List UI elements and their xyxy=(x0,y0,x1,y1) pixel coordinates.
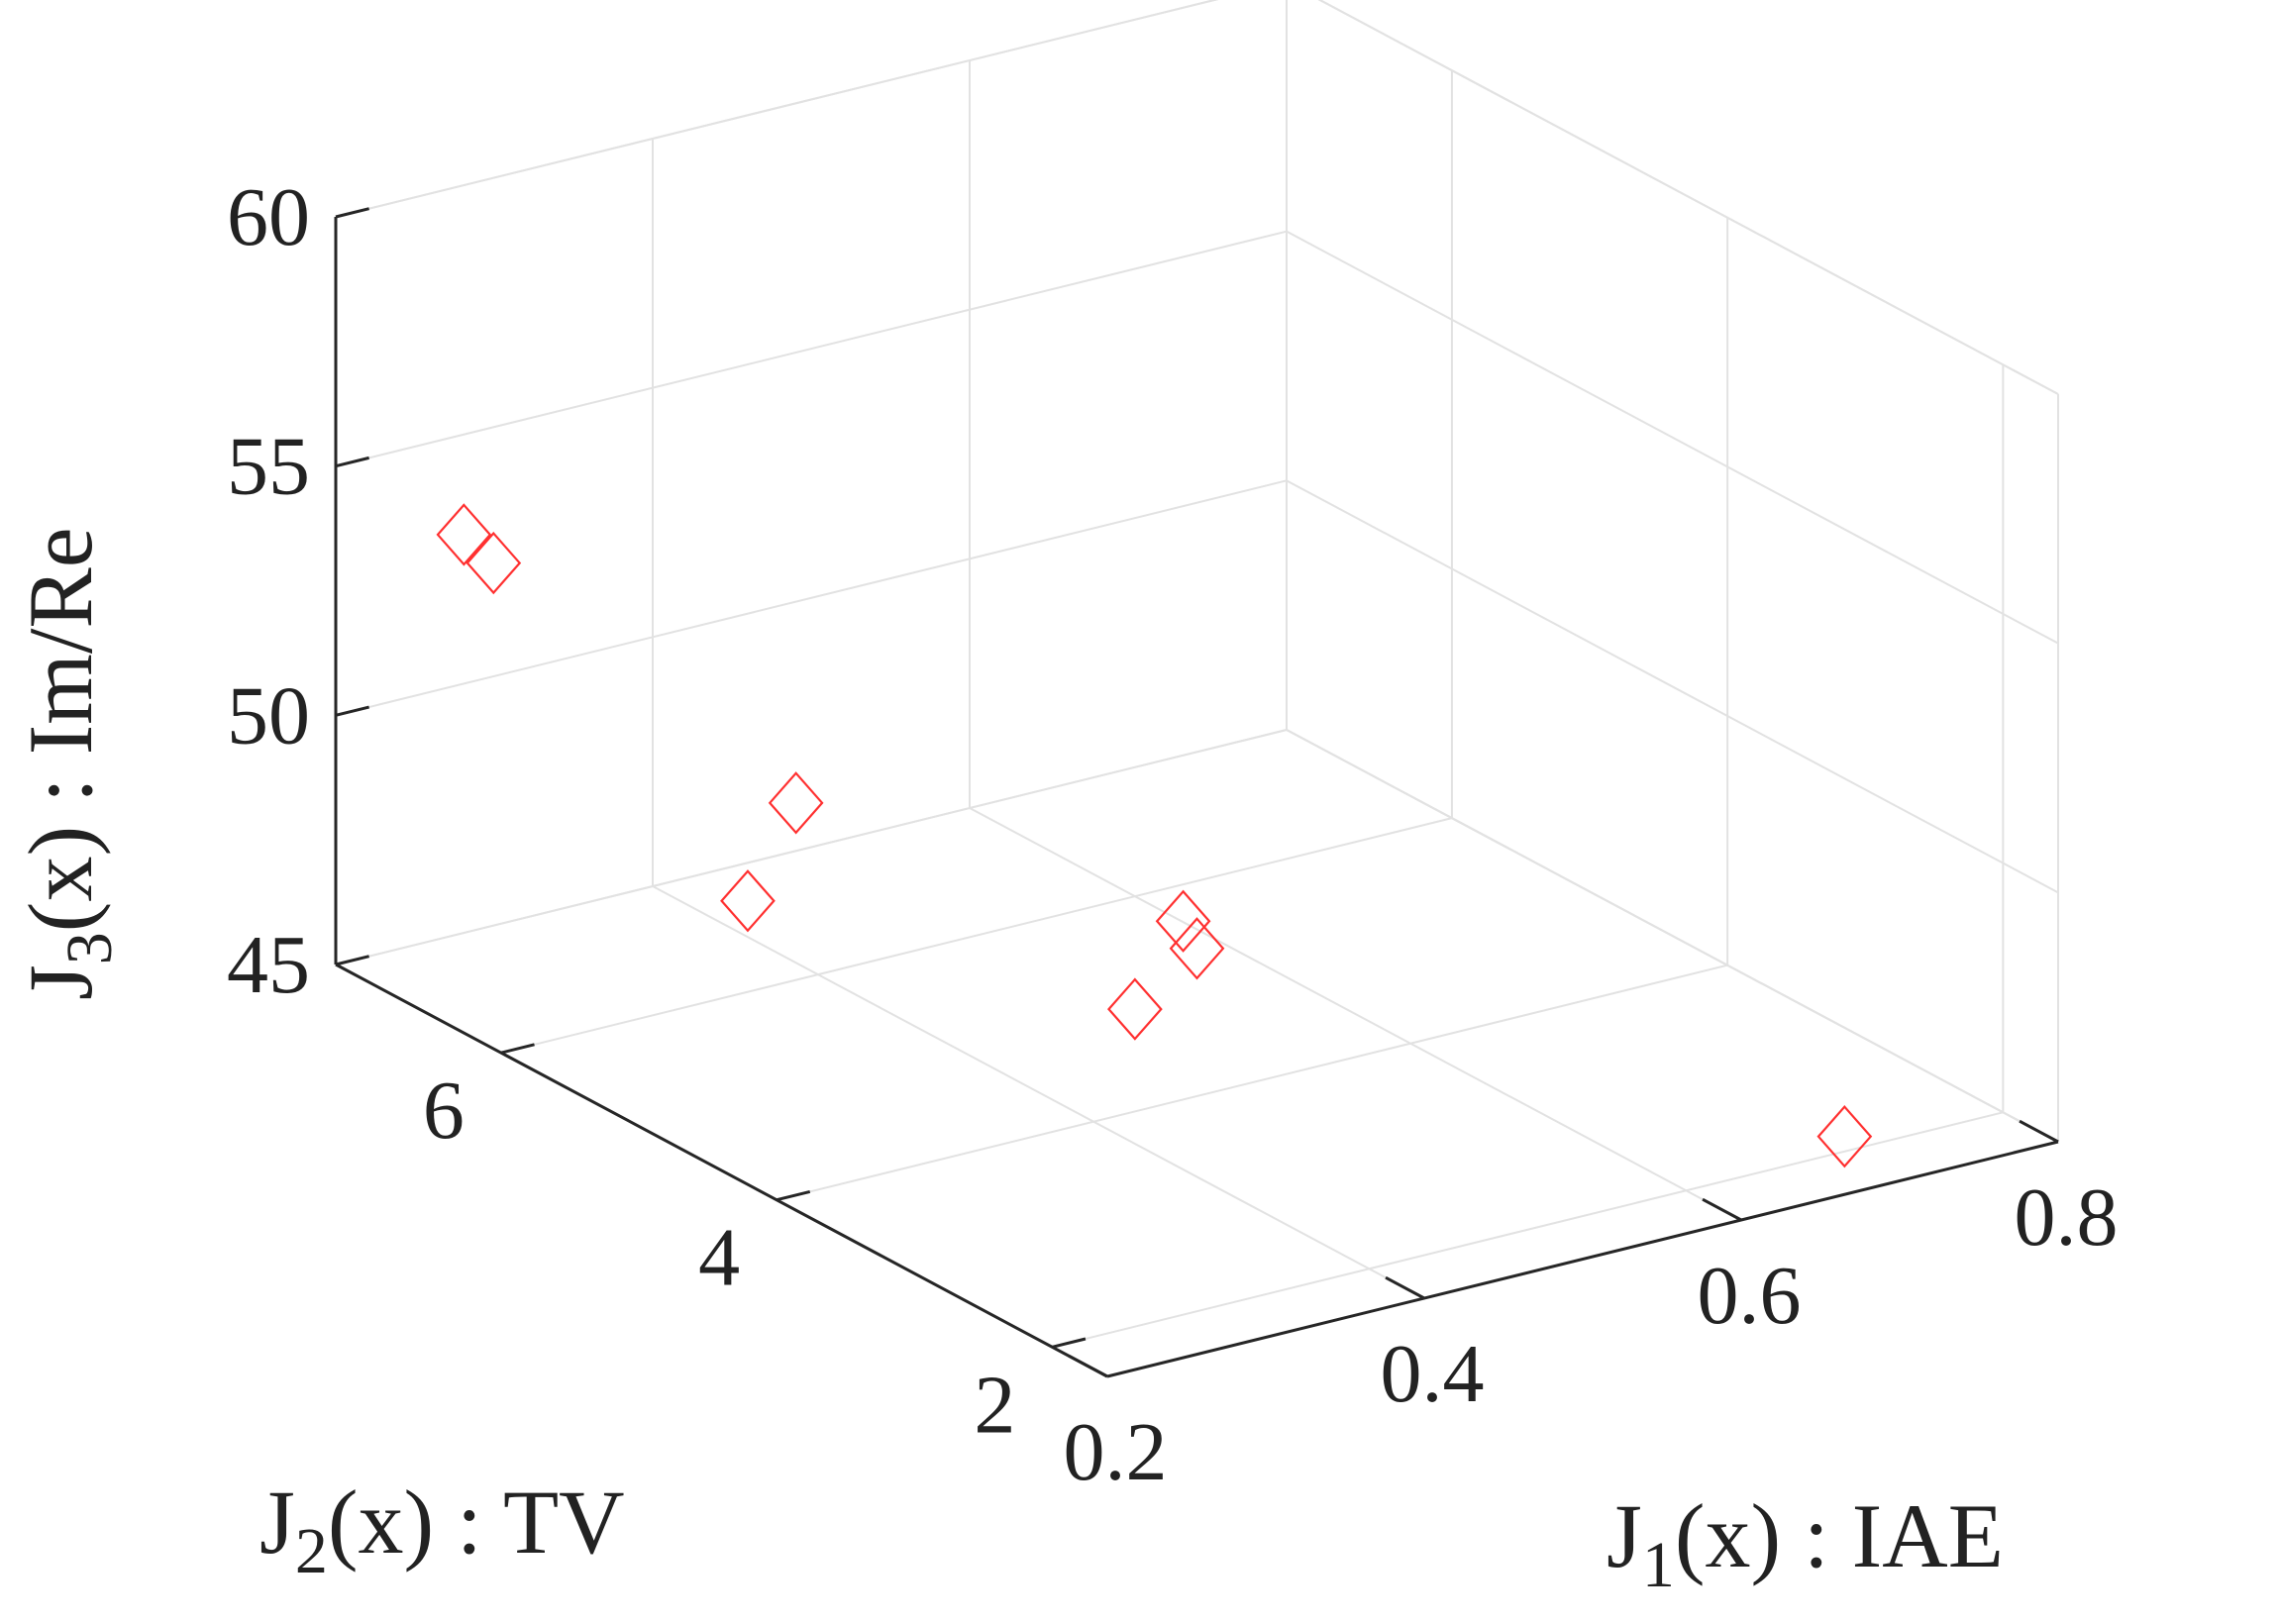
wall-edge xyxy=(335,0,1219,218)
x-tick-mark xyxy=(1702,1197,1742,1222)
data-point-diamond xyxy=(720,869,776,933)
data-point-diamond xyxy=(1816,1105,1873,1168)
axes xyxy=(334,207,2059,1378)
y-tick-label: 6 xyxy=(423,1065,465,1157)
wall-edge xyxy=(335,729,1288,965)
z-tick-label: 60 xyxy=(227,171,310,263)
y-tick-label: 2 xyxy=(974,1359,1015,1451)
data-point-diamond xyxy=(1107,977,1163,1041)
x-tick-mark xyxy=(1068,1354,1108,1378)
floor-grid-line xyxy=(969,807,1742,1221)
data-point-diamond xyxy=(768,771,824,835)
back-wall-grid-line xyxy=(335,0,1219,218)
back-wall-grid-line xyxy=(335,230,1288,467)
y-axis-label: J2(x) : TV xyxy=(259,1472,625,1587)
side-wall-grid-line xyxy=(1286,479,2059,894)
y-tick-label: 4 xyxy=(698,1212,740,1304)
wall-edge xyxy=(1317,0,2059,395)
z-tick-mark xyxy=(335,207,369,219)
floor-grid-line xyxy=(500,817,1453,1055)
x-tick-label: 0.6 xyxy=(1698,1250,1802,1342)
z-tick-label: 55 xyxy=(227,421,310,513)
x-tick-mark xyxy=(2019,1119,2059,1144)
wall-edge xyxy=(1286,729,2059,1143)
data-point-diamond xyxy=(436,503,492,566)
side-wall-grid-line xyxy=(1286,230,2059,645)
x-tick-label: 0.8 xyxy=(2015,1171,2119,1264)
back-wall-grid-line xyxy=(335,479,1288,717)
y-tick-mark xyxy=(776,1189,811,1202)
z-tick-label: 45 xyxy=(227,919,310,1011)
y-tick-mark xyxy=(500,1043,535,1055)
z-tick-mark xyxy=(335,705,369,717)
side-wall-grid-line xyxy=(1317,0,2059,395)
data-point-diamond xyxy=(466,531,522,595)
y-tick-mark xyxy=(1051,1337,1087,1349)
x-axis-label: J1(x) : IAE xyxy=(1606,1485,2004,1601)
data-points xyxy=(436,503,1873,1168)
floor-grid-line xyxy=(1052,1111,2004,1349)
z-tick-mark xyxy=(335,955,369,966)
z-tick-mark xyxy=(335,456,369,468)
x-tick-mark xyxy=(1385,1275,1425,1300)
data-point-diamond xyxy=(1169,917,1225,980)
z-axis-label: J3(x) : Im/Re xyxy=(10,527,126,1000)
x-tick-label: 0.2 xyxy=(1064,1406,1168,1498)
tick-labels: 0.2 0.4 0.6 0.8 2 4 6 45 50 55 60 xyxy=(227,171,2119,1498)
data-point-diamond xyxy=(1155,889,1211,953)
grid xyxy=(335,0,2059,1377)
x-axis-line xyxy=(1106,1140,2059,1378)
z-tick-label: 50 xyxy=(227,669,310,761)
y-axis-line xyxy=(335,963,1108,1378)
floor-grid-line xyxy=(652,885,1425,1299)
floor-grid-line xyxy=(776,964,1728,1201)
x-tick-label: 0.4 xyxy=(1381,1328,1485,1420)
